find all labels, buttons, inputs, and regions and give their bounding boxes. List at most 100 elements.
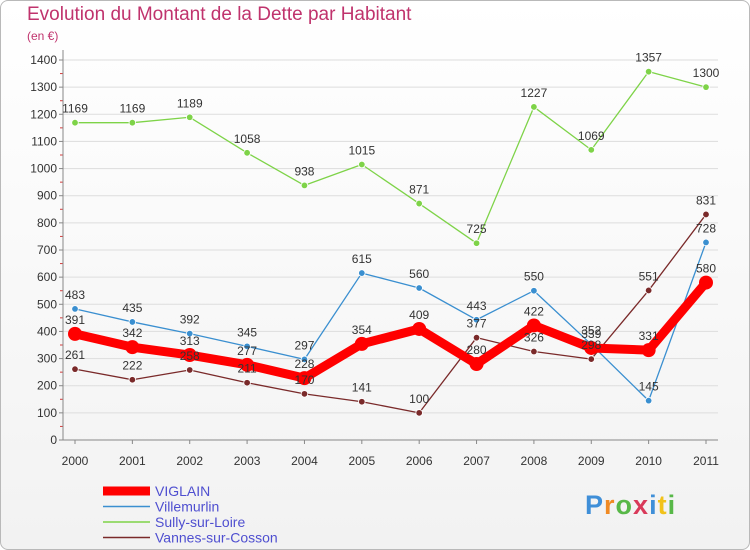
data-point (584, 340, 599, 355)
x-tick-label: 2004 (291, 454, 318, 468)
data-label: 831 (696, 193, 716, 207)
data-label: 377 (467, 317, 487, 331)
proxiti-logo: Proxiti (585, 490, 676, 521)
data-point (71, 305, 79, 313)
data-point (530, 347, 538, 356)
series-line-villemurlin (74, 241, 707, 402)
x-tick-label: 2005 (348, 454, 375, 468)
data-label: 100 (409, 392, 429, 406)
data-label: 339 (581, 327, 601, 341)
data-point (472, 333, 481, 342)
data-point (702, 210, 710, 219)
data-label: 871 (409, 183, 429, 197)
data-point (358, 269, 366, 277)
data-point (71, 365, 79, 373)
logo-letter: t (657, 490, 668, 520)
data-label: 326 (524, 331, 544, 345)
x-tick-label: 2008 (521, 454, 548, 468)
data-point (587, 146, 595, 154)
data-label: 550 (524, 270, 544, 284)
y-tick-label: 1100 (31, 134, 57, 148)
data-label: 725 (467, 222, 487, 236)
data-point (243, 149, 251, 157)
logo-letter: i (649, 490, 658, 520)
data-point (300, 181, 309, 190)
data-label: 211 (238, 362, 257, 376)
data-point (186, 366, 194, 374)
y-tick-label: 800 (37, 216, 57, 230)
x-tick-label: 2001 (119, 454, 146, 468)
data-label: 1357 (635, 51, 662, 65)
data-point (186, 113, 194, 121)
data-label: 345 (237, 325, 257, 339)
data-label: 170 (294, 373, 314, 387)
data-point (702, 238, 710, 247)
data-point (699, 275, 713, 290)
data-point (530, 287, 538, 295)
data-label: 222 (122, 359, 142, 373)
y-tick-label: 0 (50, 433, 57, 447)
x-tick-label: 2003 (234, 454, 261, 468)
series-line-sully-sur-loire (74, 71, 707, 244)
data-label: 331 (639, 329, 659, 343)
data-label: 1169 (119, 102, 145, 116)
value-labels: 391 342 313 277 228 354 409 280 422 339 331 580 483 4… (62, 51, 720, 406)
data-label: 280 (467, 343, 487, 357)
y-tick-label: 300 (37, 352, 57, 366)
logo-letter: i (667, 490, 677, 520)
data-point (415, 284, 423, 292)
logo-letter: o (615, 490, 634, 520)
legend: VIGLAINVillemurlinSully-sur-LoireVannes-… (103, 483, 278, 546)
data-label: 342 (122, 326, 142, 340)
data-label: 1300 (693, 66, 720, 80)
x-tick-label: 2011 (693, 454, 719, 468)
data-label: 409 (409, 308, 429, 322)
data-label: 435 (122, 301, 142, 315)
data-point (472, 239, 481, 247)
y-tick-label: 200 (37, 379, 57, 393)
data-label: 298 (581, 338, 601, 352)
data-point (68, 326, 82, 341)
data-point (644, 286, 653, 295)
data-label: 728 (696, 221, 716, 235)
y-tick-label: 600 (37, 270, 57, 284)
series-line-vannes-sur-cosson (74, 213, 707, 414)
y-tick-label: 1200 (30, 107, 57, 121)
data-point (526, 318, 541, 333)
data-point (243, 342, 251, 351)
data-label: 1227 (521, 86, 548, 100)
data-point (358, 398, 366, 406)
y-tick-label: 1000 (30, 162, 57, 176)
x-tick-label: 2000 (62, 454, 89, 468)
data-point (469, 357, 484, 371)
data-point (641, 343, 656, 358)
chart-title: Evolution du Montant de la Dette par Hab… (27, 4, 412, 25)
grid (63, 59, 718, 414)
y-tick-label: 500 (37, 297, 57, 311)
x-tick-label: 2006 (406, 454, 433, 468)
data-point (415, 199, 423, 208)
data-point (415, 409, 423, 417)
data-point (125, 340, 140, 355)
data-label: 145 (639, 380, 659, 394)
legend-label: Villemurlin (155, 499, 219, 515)
data-label: 1015 (348, 144, 375, 158)
data-point (128, 118, 137, 127)
data-label: 483 (65, 288, 85, 302)
data-point (587, 355, 595, 363)
data-point (530, 103, 538, 111)
y-tick-label: 400 (37, 324, 57, 338)
data-label: 391 (65, 313, 85, 327)
data-point (186, 329, 194, 338)
y-tick-label: 700 (37, 243, 57, 257)
data-point (297, 371, 312, 386)
data-label: 560 (409, 267, 429, 281)
data-point (412, 321, 427, 336)
data-point (300, 355, 309, 364)
data-point (702, 83, 710, 91)
data-point (243, 379, 251, 387)
data-point (128, 318, 137, 326)
data-label: 580 (696, 262, 716, 276)
data-label: 277 (237, 344, 257, 358)
